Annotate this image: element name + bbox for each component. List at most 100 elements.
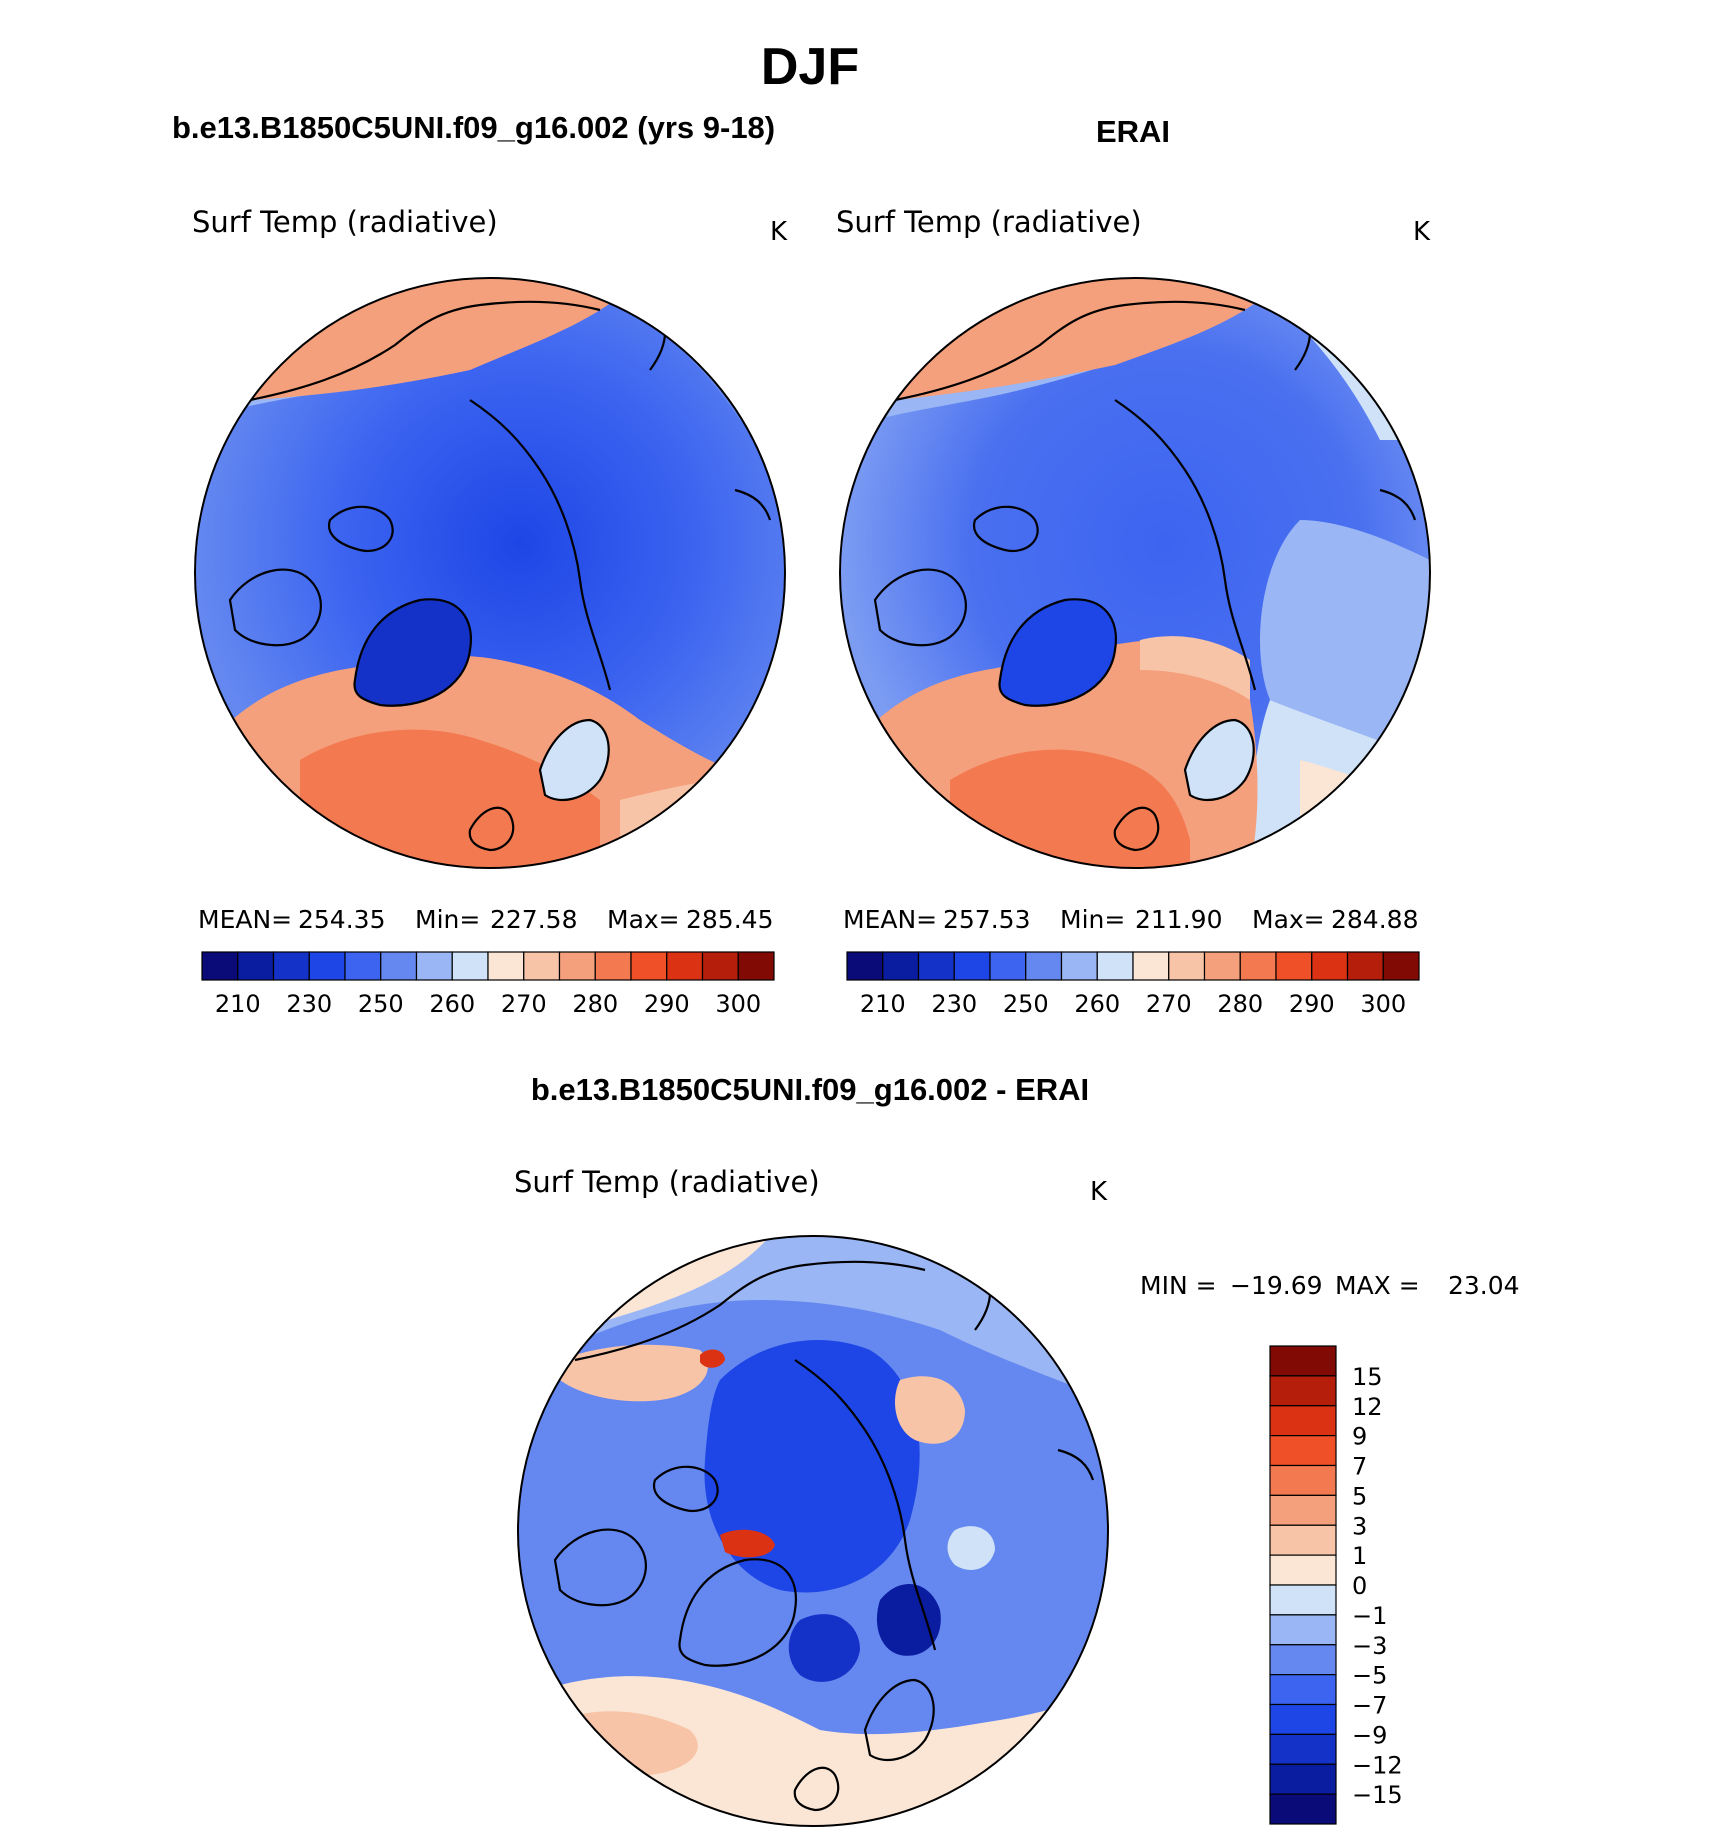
max-value: 284.88 (1331, 905, 1418, 934)
colorbar-swatch (989, 951, 1027, 981)
colorbar-swatch (1269, 1494, 1337, 1526)
variable-label: Surf Temp (radiative) (836, 205, 1142, 239)
colorbar-model: 210 230 250 260 270 280 290 300 (201, 951, 775, 1018)
colorbar-swatch (594, 951, 632, 981)
panel-difference: Surf Temp (radiative) K (514, 1165, 1520, 1827)
colorbar-tick-label: 250 (1003, 990, 1049, 1018)
colorbar-tick-label: 5 (1352, 1482, 1367, 1510)
variable-label: Surf Temp (radiative) (192, 205, 498, 239)
colorbar-tick-label: 260 (429, 990, 475, 1018)
colorbar-swatch (737, 951, 775, 981)
colorbar-swatch (1275, 951, 1313, 981)
season-title: DJF (761, 38, 859, 96)
colorbar-tick-label: 270 (501, 990, 547, 1018)
colorbar-tick-label: 280 (1217, 990, 1263, 1018)
colorbar-swatch (1060, 951, 1098, 981)
colorbar-tick-label: 300 (1360, 990, 1406, 1018)
colorbar-tick-label: 1 (1352, 1542, 1367, 1570)
colorbar-tick-label: 210 (215, 990, 261, 1018)
mean-value: 257.53 (943, 905, 1030, 934)
colorbar-tick-label: 300 (715, 990, 761, 1018)
colorbar-swatch (1346, 951, 1384, 981)
colorbar-swatch (1269, 1464, 1337, 1496)
colorbar-swatch (1269, 1674, 1337, 1706)
colorbar-swatch (1269, 1733, 1337, 1765)
colorbar-swatch (1269, 1345, 1337, 1377)
polar-map-erai (840, 278, 1430, 868)
colorbar-swatch (380, 951, 418, 981)
colorbar-swatch (487, 951, 525, 981)
colorbar-swatch (451, 951, 489, 981)
colorbar-tick-label: 230 (286, 990, 332, 1018)
colorbar-swatch (1132, 951, 1170, 981)
colorbar-swatch (523, 951, 561, 981)
colorbar-swatch (1269, 1435, 1337, 1467)
colorbar-tick-label: 290 (1289, 990, 1335, 1018)
colorbar-swatch (1025, 951, 1063, 981)
panel-model: Surf Temp (radiative) K (192, 205, 788, 1018)
max-value: 285.45 (686, 905, 773, 934)
colorbar-tick-label: 7 (1352, 1453, 1367, 1481)
colorbar-tick-label: 260 (1074, 990, 1120, 1018)
colorbar-swatch (1269, 1703, 1337, 1735)
colorbar-swatch (846, 951, 884, 981)
colorbar-swatch (308, 951, 346, 981)
colorbar-swatch (1168, 951, 1206, 981)
colorbar-tick-label: 9 (1352, 1423, 1367, 1451)
stats-model: MEAN= 254.35 Min= 227.58 Max= 285.45 (198, 905, 773, 934)
colorbar-tick-label: 12 (1352, 1393, 1383, 1421)
colorbar-swatch (1269, 1554, 1337, 1586)
polar-map-difference (518, 1236, 1108, 1826)
colorbar-swatch (1269, 1524, 1337, 1556)
min-label: Min= (1060, 905, 1125, 934)
stats-difference: MIN = −19.69 MAX = 23.04 (1140, 1271, 1520, 1300)
max-value: 23.04 (1448, 1271, 1520, 1300)
colorbar-swatch (1269, 1375, 1337, 1407)
colorbar-swatch (1239, 951, 1277, 981)
colorbar-tick-label: −7 (1352, 1692, 1387, 1720)
colorbar-tick-label: −5 (1352, 1662, 1387, 1690)
colorbar-tick-label: −3 (1352, 1632, 1387, 1660)
colorbar-tick-label: 0 (1352, 1572, 1367, 1600)
colorbar-swatch (666, 951, 704, 981)
variable-label: Surf Temp (radiative) (514, 1165, 820, 1199)
colorbar-swatch (1269, 1763, 1337, 1795)
colorbar-tick-label: −1 (1352, 1602, 1387, 1630)
colorbar-swatch (558, 951, 596, 981)
colorbar-swatch (630, 951, 668, 981)
colorbar-swatch (701, 951, 739, 981)
panel-left-title: b.e13.B1850C5UNI.f09_g16.002 (yrs 9-18) (172, 110, 775, 145)
units-label: K (1413, 217, 1431, 247)
min-label: Min= (415, 905, 480, 934)
min-value: −19.69 (1230, 1271, 1323, 1300)
panel-right-title: ERAI (1096, 114, 1170, 149)
colorbar-swatch (344, 951, 382, 981)
mean-value: 254.35 (298, 905, 385, 934)
colorbar-tick-label: 280 (572, 990, 618, 1018)
colorbar-swatch (272, 951, 310, 981)
colorbar-swatch (201, 951, 239, 981)
colorbar-swatch (917, 951, 955, 981)
max-label: Max= (607, 905, 680, 934)
colorbar-swatch (1311, 951, 1349, 981)
colorbar-tick-label: 290 (644, 990, 690, 1018)
min-value: 211.90 (1135, 905, 1222, 934)
colorbar-swatch (1203, 951, 1241, 981)
colorbar-swatch (1269, 1644, 1337, 1676)
colorbar-swatch (1269, 1584, 1337, 1616)
stats-erai: MEAN= 257.53 Min= 211.90 Max= 284.88 (843, 905, 1418, 934)
colorbar-erai: 210 230 250 260 270 280 290 300 (846, 951, 1420, 1018)
colorbar-swatch (237, 951, 275, 981)
colorbar-swatch (953, 951, 991, 981)
colorbar-swatch (882, 951, 920, 981)
colorbar-tick-label: 250 (358, 990, 404, 1018)
colorbar-tick-label: −15 (1352, 1781, 1403, 1809)
colorbar-tick-label: 270 (1146, 990, 1192, 1018)
colorbar-swatch (1269, 1405, 1337, 1437)
max-label: Max= (1252, 905, 1325, 934)
colorbar-tick-label: 230 (931, 990, 977, 1018)
colorbar-tick-label: 15 (1352, 1363, 1383, 1391)
colorbar-tick-label: 210 (860, 990, 906, 1018)
